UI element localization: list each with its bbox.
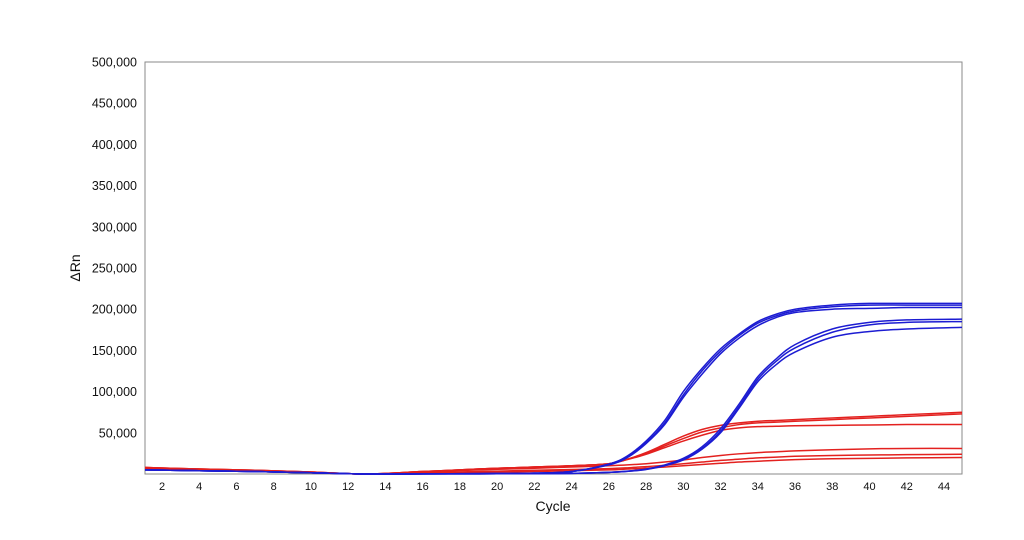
x-tick-label: 44: [938, 481, 950, 493]
x-tick-label: 20: [491, 481, 503, 493]
x-tick-label: 12: [342, 481, 354, 493]
x-tick-label: 2: [159, 481, 165, 493]
series-line-blue-late-3: [145, 326, 962, 475]
x-tick-label: 10: [305, 481, 317, 493]
y-tick-label: 50,000: [99, 426, 137, 440]
y-tick-label: 200,000: [92, 303, 137, 317]
x-tick-label: 16: [417, 481, 429, 493]
x-tick-label: 34: [752, 481, 764, 493]
x-tick-label: 40: [863, 481, 875, 493]
x-tick-label: 36: [789, 481, 801, 493]
y-axis-label: ΔRn: [67, 254, 83, 281]
x-tick-label: 22: [528, 481, 540, 493]
y-tick-label: 100,000: [92, 385, 137, 399]
x-tick-label: 14: [379, 481, 391, 493]
plot-area: [144, 61, 963, 475]
y-tick-label: 150,000: [92, 344, 137, 358]
x-tick-label: 32: [714, 481, 726, 493]
y-tick-label: 350,000: [92, 179, 137, 193]
y-tick-label: 500,000: [92, 56, 137, 70]
y-tick-label: 250,000: [92, 262, 137, 276]
x-tick-label: 38: [826, 481, 838, 493]
x-tick-label: 30: [677, 481, 689, 493]
x-tick-label: 4: [196, 481, 202, 493]
y-axis: 50,000 100,000 150,000 200,000 250,000 300,00…: [92, 56, 137, 441]
x-tick-label: 6: [233, 481, 239, 493]
x-tick-label: 42: [901, 481, 913, 493]
x-tick-label: 28: [640, 481, 652, 493]
x-tick-label: 24: [565, 481, 577, 493]
x-tick-label: 8: [271, 481, 277, 493]
x-tick-label: 18: [454, 481, 466, 493]
x-axis-label: Cycle: [535, 498, 570, 514]
y-tick-label: 450,000: [92, 97, 137, 111]
y-tick-label: 300,000: [92, 220, 137, 234]
series-lines: [145, 302, 962, 475]
x-axis: 2 4 6 8 10 12 14 16 18 20 22 24 26 28 30 32 34 36 38 40 42 44: [159, 481, 950, 493]
y-tick-label: 400,000: [92, 138, 137, 152]
x-tick-label: 26: [603, 481, 615, 493]
